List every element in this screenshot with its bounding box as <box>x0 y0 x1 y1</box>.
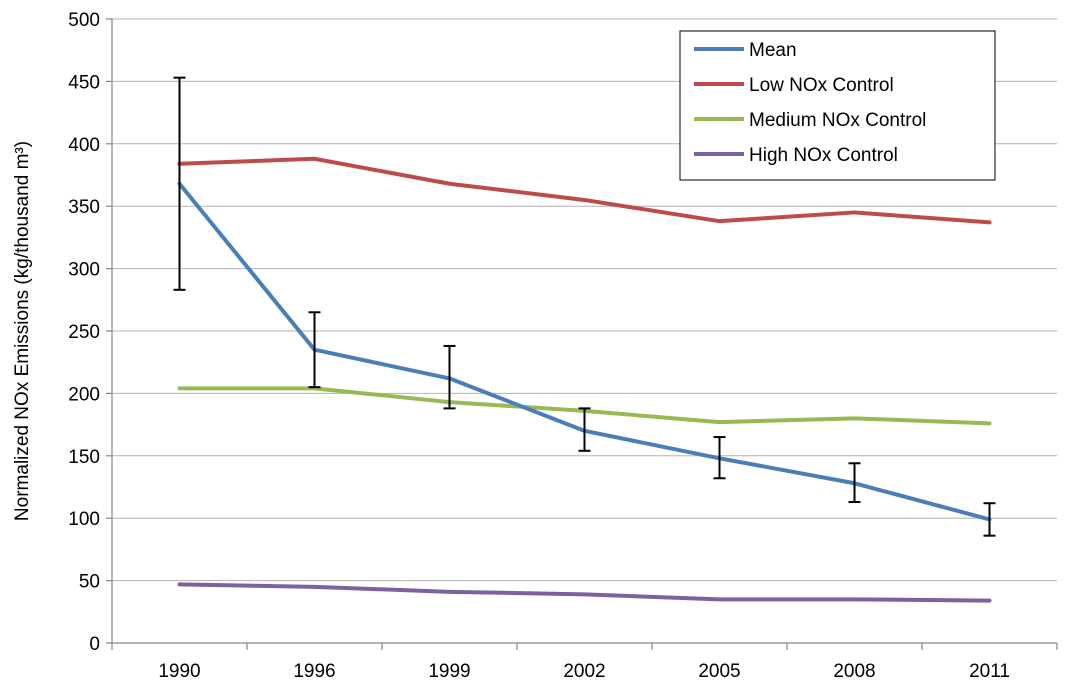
series-line-mean <box>177 181 992 522</box>
y-tick-label: 200 <box>68 384 100 405</box>
error-bar <box>308 311 321 389</box>
error-bar <box>983 502 996 537</box>
x-tick-label: 2005 <box>698 661 740 682</box>
y-tick-label: 450 <box>68 72 100 93</box>
y-tick-label: 150 <box>68 447 100 468</box>
y-tick-label: 300 <box>68 260 100 281</box>
y-tick-label: 100 <box>68 509 100 530</box>
y-tick-label: 400 <box>68 135 100 156</box>
grid-lines <box>112 18 1057 582</box>
x-tick-label: 2002 <box>563 661 605 682</box>
y-tick-label: 350 <box>68 197 100 218</box>
error-bars <box>173 76 996 537</box>
legend-label: High NOx Control <box>749 145 898 166</box>
x-tick-label: 2011 <box>969 661 1010 682</box>
legend-label: Medium NOx Control <box>749 110 926 131</box>
x-tick-label: 1999 <box>428 661 470 682</box>
legend: Mean Low NOx Control Medium NOx Control Hig… <box>679 30 996 181</box>
error-bar <box>848 462 861 503</box>
legend-entry: High NOx Control <box>694 145 898 166</box>
x-tick-label: 1996 <box>293 661 335 682</box>
series-line-high-nox-control <box>177 582 992 603</box>
error-bar <box>443 344 456 410</box>
y-tick-label: 250 <box>68 322 100 343</box>
error-bar <box>173 76 186 291</box>
axes <box>106 18 1058 650</box>
error-bar <box>713 436 726 480</box>
legend-entry: Low NOx Control <box>694 75 894 96</box>
legend-label: Low NOx Control <box>749 75 894 96</box>
legend-label: Mean <box>749 40 797 61</box>
x-tick-label: 1990 <box>158 661 200 682</box>
y-tick-label: 50 <box>79 572 100 593</box>
series-lines <box>177 156 992 603</box>
x-tick-label: 2008 <box>833 661 875 682</box>
y-axis-title: Normalized NOx Emissions (kg/thousand m³… <box>12 141 33 521</box>
error-bar <box>578 407 591 452</box>
y-tick-labels: 0 50 100 150 200 250 300 350 400 450 500 <box>68 10 100 655</box>
legend-entry: Mean <box>694 40 797 61</box>
y-tick-label: 0 <box>89 634 100 655</box>
x-tick-labels: 1990 1996 1999 2002 2005 2008 2011 <box>158 661 1010 682</box>
legend-entry: Medium NOx Control <box>694 110 926 131</box>
y-tick-label: 500 <box>68 10 100 31</box>
series-line-low-nox-control <box>177 156 992 225</box>
